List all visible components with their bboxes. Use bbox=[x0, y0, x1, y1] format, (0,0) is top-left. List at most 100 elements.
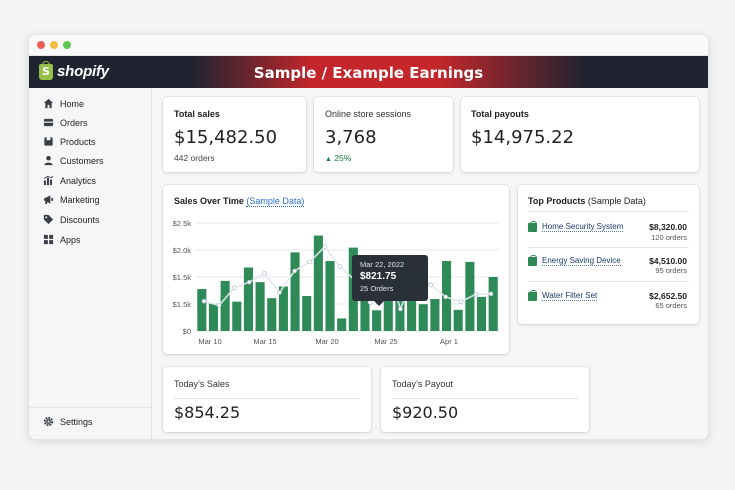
total-sales-value: $15,482.50 bbox=[174, 127, 278, 148]
total-sales-card[interactable]: Total sales $15,482.50 442 orders bbox=[163, 97, 306, 172]
divider bbox=[392, 398, 578, 399]
bar bbox=[430, 299, 440, 331]
y-tick-label: $0 bbox=[183, 327, 191, 336]
top-products-title-text: Top Products bbox=[528, 196, 586, 206]
bar bbox=[290, 252, 300, 331]
close-window-button[interactable] bbox=[37, 41, 45, 49]
payouts-value: $14,975.22 bbox=[471, 127, 575, 148]
sidebar-item-label: Apps bbox=[60, 234, 81, 245]
chart-title-text: Sales Over Time bbox=[174, 196, 244, 206]
line-point bbox=[247, 279, 252, 285]
product-name-link[interactable]: Water Filter Set bbox=[542, 291, 598, 301]
sidebar-item-orders[interactable]: Orders bbox=[43, 117, 88, 128]
sidebar-item-label: Customers bbox=[60, 155, 104, 166]
product-value: $4,510.00 bbox=[649, 256, 687, 266]
marketing-icon bbox=[43, 194, 54, 205]
y-tick-label: $2.0k bbox=[173, 246, 192, 255]
analytics-icon bbox=[43, 175, 54, 186]
product-value: $2,652.50 bbox=[649, 291, 687, 301]
todays-sales-card[interactable]: Today’s Sales $854.25 bbox=[163, 367, 371, 432]
trend-line-outline bbox=[203, 246, 492, 311]
line-point bbox=[201, 298, 207, 304]
sidebar-item-label: Analytics bbox=[60, 175, 97, 186]
line-point bbox=[231, 285, 237, 291]
card-label: Online store sessions bbox=[325, 109, 412, 119]
bar bbox=[302, 296, 312, 331]
line-point bbox=[262, 271, 267, 276]
discounts-icon bbox=[43, 214, 54, 225]
bar bbox=[418, 304, 428, 331]
sidebar-item-apps[interactable]: Apps bbox=[43, 234, 81, 245]
divider bbox=[528, 281, 689, 282]
divider bbox=[528, 247, 689, 248]
bar bbox=[476, 296, 487, 331]
card-label: Today’s Payout bbox=[392, 379, 453, 389]
bar bbox=[208, 303, 219, 331]
line-point bbox=[307, 259, 313, 265]
orders-icon bbox=[43, 117, 54, 128]
bar bbox=[232, 301, 242, 331]
sidebar-item-discounts[interactable]: Discounts bbox=[43, 214, 100, 225]
settings-divider bbox=[29, 407, 151, 408]
shopify-bag-icon bbox=[39, 60, 53, 80]
tooltip-value: $821.75 bbox=[360, 271, 397, 282]
line-point bbox=[428, 282, 433, 288]
payouts-card[interactable]: Total payouts $14,975.22 bbox=[461, 97, 699, 172]
bar bbox=[267, 298, 277, 331]
shopify-logo[interactable]: shopify bbox=[39, 60, 109, 80]
product-name-link[interactable]: Home Security System bbox=[542, 222, 624, 232]
banner-title: Sample / Example Earnings bbox=[253, 64, 484, 82]
bar bbox=[325, 261, 335, 331]
line-point bbox=[216, 303, 222, 308]
line-point bbox=[488, 291, 494, 297]
sample-data-link[interactable]: (Sample Data) bbox=[246, 196, 305, 207]
bar bbox=[278, 286, 288, 331]
x-tick-label: Mar 25 bbox=[374, 337, 397, 346]
sidebar-item-analytics[interactable]: Analytics bbox=[43, 175, 96, 186]
sidebar-item-products[interactable]: Products bbox=[43, 136, 96, 147]
bar bbox=[313, 235, 323, 331]
bar bbox=[453, 309, 463, 331]
tooltip-orders: 25 Orders bbox=[360, 284, 394, 293]
bar bbox=[407, 277, 417, 331]
card-label: Total payouts bbox=[471, 109, 529, 119]
y-tick-label: $1.5k bbox=[173, 300, 192, 309]
home-icon bbox=[43, 98, 54, 109]
product-orders: 95 orders bbox=[655, 266, 687, 275]
card-label: Total sales bbox=[174, 109, 220, 119]
trend-up-icon: ▲ bbox=[325, 156, 332, 163]
bar bbox=[197, 289, 207, 331]
x-tick-label: Mar 20 bbox=[315, 337, 338, 346]
line-point bbox=[473, 291, 479, 297]
sidebar-item-marketing[interactable]: Marketing bbox=[43, 194, 100, 205]
sidebar-item-home[interactable]: Home bbox=[43, 98, 84, 109]
product-name-link[interactable]: Energy Saving Device bbox=[542, 256, 621, 266]
bar bbox=[383, 282, 393, 331]
sidebar-item-settings[interactable]: Settings bbox=[43, 416, 93, 427]
todays-payout-card[interactable]: Today’s Payout $920.50 bbox=[381, 367, 589, 432]
minimize-window-button[interactable] bbox=[50, 41, 58, 49]
sidebar-item-label: Orders bbox=[60, 117, 88, 128]
sessions-value: 3,768 bbox=[325, 127, 377, 148]
x-tick-label: Apr 1 bbox=[440, 337, 458, 346]
product-bag-icon bbox=[528, 290, 537, 301]
maximize-window-button[interactable] bbox=[63, 41, 71, 49]
sidebar-item-customers[interactable]: Customers bbox=[43, 155, 104, 166]
chart-title: Sales Over Time (Sample Data) bbox=[174, 196, 305, 207]
product-orders: 65 orders bbox=[655, 301, 687, 310]
top-bar: shopify Sample / Example Earnings bbox=[29, 56, 708, 88]
bar bbox=[255, 282, 265, 331]
window-titlebar bbox=[29, 35, 708, 56]
sidebar-item-label: Products bbox=[60, 136, 96, 147]
y-tick-label: $2.5k bbox=[173, 219, 192, 228]
sidebar-item-label: Discounts bbox=[60, 214, 100, 225]
line-point bbox=[277, 290, 282, 295]
x-tick-label: Mar 10 bbox=[198, 337, 221, 346]
sidebar: Home Orders Products Customers Analytics… bbox=[29, 88, 152, 439]
top-products-card: Top Products (Sample Data) Home Security… bbox=[518, 185, 699, 324]
x-tick-label: Mar 15 bbox=[253, 337, 276, 346]
chart-tooltip: Mar 22, 2022 $821.75 25 Orders bbox=[352, 255, 428, 306]
bar bbox=[220, 280, 230, 331]
gear-icon bbox=[43, 416, 54, 427]
sessions-card[interactable]: Online store sessions 3,768 ▲ 25% bbox=[314, 97, 453, 172]
